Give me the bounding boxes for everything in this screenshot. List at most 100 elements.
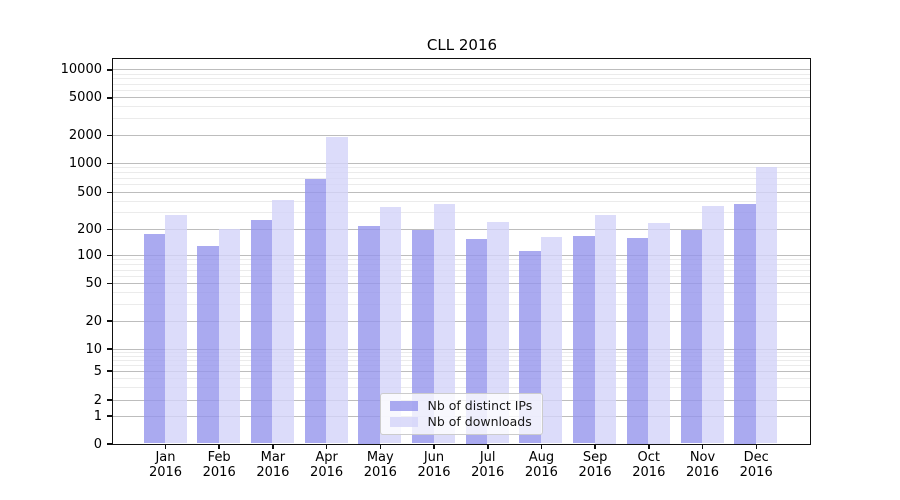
x-tick-mark	[540, 444, 543, 449]
minor-gridline	[113, 355, 810, 357]
x-tick-label-may: May 2016	[363, 450, 397, 480]
bar-downloads-oct	[648, 223, 670, 444]
minor-gridline	[113, 364, 810, 366]
plot-area: Nb of distinct IPs Nb of downloads	[112, 58, 811, 445]
y-tick-label: 2	[93, 392, 102, 408]
major-gridline	[113, 162, 810, 164]
x-tick-label-jan: Jan 2016	[148, 450, 183, 480]
y-tick-mark	[106, 162, 112, 165]
bar-distinct-ips-mar	[250, 220, 273, 444]
y-tick-label: 5	[93, 363, 102, 379]
major-gridline	[113, 370, 810, 372]
y-tick-mark	[106, 228, 112, 231]
x-tick-label-dec: Dec 2016	[739, 450, 773, 480]
x-tick-label-jul: Jul 2016	[471, 450, 505, 480]
minor-gridline	[113, 275, 810, 277]
y-tick-mark	[106, 370, 112, 372]
minor-gridline	[113, 118, 810, 120]
bar-downloads-jul	[487, 221, 509, 444]
x-tick-mark	[755, 444, 757, 449]
minor-gridline	[113, 264, 810, 266]
x-tick-mark	[164, 444, 167, 449]
y-tick-label: 1	[93, 408, 102, 424]
minor-gridline	[113, 177, 810, 179]
y-tick-mark	[106, 320, 112, 322]
y-tick-label: 50	[85, 276, 102, 291]
major-gridline	[113, 348, 810, 350]
minor-gridline	[113, 259, 810, 261]
major-gridline	[113, 97, 810, 99]
bar-distinct-ips-dec	[734, 203, 756, 444]
x-tick-label-sep: Sep 2016	[578, 450, 612, 480]
bar-downloads-jan	[165, 215, 187, 444]
y-tick-mark	[106, 191, 112, 194]
x-tick-mark	[487, 444, 489, 449]
y-tick-mark	[106, 254, 112, 257]
bar-distinct-ips-sep	[573, 236, 595, 444]
y-tick-label: 10	[85, 341, 102, 357]
bar-distinct-ips-nov	[680, 229, 702, 444]
x-tick-mark	[325, 444, 328, 449]
legend-label-distinct-ips: Nb of distinct IPs	[427, 398, 533, 413]
minor-gridline	[113, 78, 810, 80]
minor-gridline	[113, 269, 810, 271]
minor-gridline	[113, 73, 810, 75]
y-tick-mark	[106, 97, 112, 99]
chart-title: CLL 2016	[426, 36, 498, 54]
bar-distinct-ips-apr	[304, 178, 327, 444]
minor-gridline	[113, 106, 810, 108]
bar-downloads-may	[379, 207, 402, 444]
bar-distinct-ips-jun	[412, 229, 434, 444]
y-tick-mark	[106, 348, 112, 350]
legend-item-downloads: Nb of downloads	[389, 414, 534, 430]
minor-gridline	[113, 303, 810, 305]
x-tick-mark	[594, 444, 596, 449]
y-tick-mark	[106, 415, 112, 417]
major-gridline	[113, 228, 810, 230]
y-tick-mark	[106, 399, 112, 401]
y-tick-label: 10000	[60, 62, 102, 78]
minor-gridline	[113, 386, 810, 388]
bar-downloads-feb	[218, 229, 241, 444]
bar-downloads-aug	[540, 236, 563, 444]
minor-gridline	[113, 172, 810, 174]
x-tick-mark	[218, 444, 220, 449]
x-tick-label-jun: Jun 2016	[417, 450, 451, 480]
x-tick-label-apr: Apr 2016	[310, 450, 344, 480]
bar-downloads-nov	[702, 205, 724, 444]
y-tick-label: 2000	[68, 127, 102, 143]
minor-gridline	[113, 359, 810, 361]
x-tick-label-feb: Feb 2016	[202, 450, 236, 480]
x-tick-mark	[701, 444, 704, 449]
x-tick-label-oct: Oct 2016	[632, 450, 666, 480]
bar-distinct-ips-may	[358, 225, 380, 444]
bar-distinct-ips-feb	[197, 246, 219, 444]
major-gridline	[113, 134, 810, 136]
x-tick-label-aug: Aug 2016	[524, 450, 558, 480]
legend-swatch-downloads	[389, 416, 418, 427]
legend-swatch-distinct-ips	[389, 400, 418, 411]
legend-item-distinct-ips: Nb of distinct IPs	[389, 398, 534, 414]
bar-distinct-ips-jul	[465, 238, 488, 444]
bar-distinct-ips-jan	[143, 234, 165, 444]
minor-gridline	[113, 351, 810, 353]
major-gridline	[113, 69, 810, 71]
minor-gridline	[113, 167, 810, 169]
x-tick-mark	[272, 444, 274, 449]
minor-gridline	[113, 212, 810, 214]
minor-gridline	[113, 184, 810, 186]
x-tick-label-mar: Mar 2016	[256, 450, 290, 480]
x-tick-mark	[433, 444, 435, 449]
bar-downloads-mar	[272, 199, 294, 444]
y-tick-mark	[106, 282, 112, 285]
legend-label-downloads: Nb of downloads	[427, 414, 532, 429]
y-tick-label: 100	[77, 248, 102, 264]
y-tick-label: 5000	[68, 90, 102, 106]
minor-gridline	[113, 377, 810, 379]
y-tick-mark	[106, 69, 112, 71]
legend: Nb of distinct IPs Nb of downloads	[379, 392, 543, 435]
bar-downloads-jun	[433, 203, 455, 444]
minor-gridline	[113, 292, 810, 294]
minor-gridline	[113, 83, 810, 85]
